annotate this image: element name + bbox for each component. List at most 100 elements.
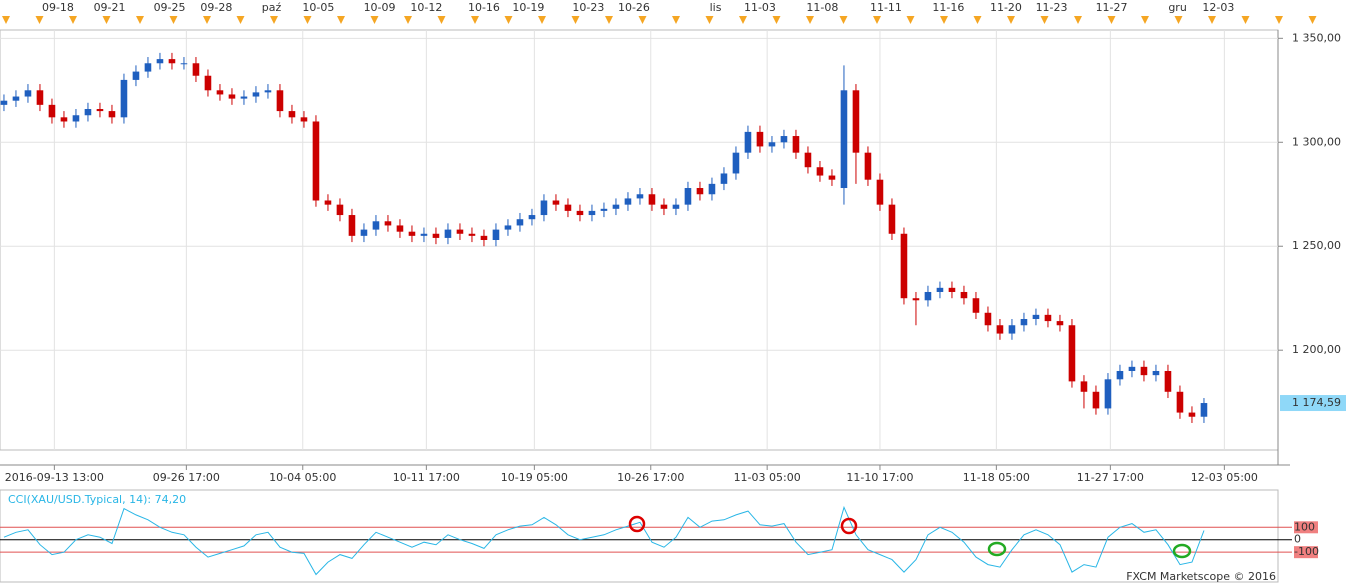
candle-body <box>252 92 260 97</box>
top-marker <box>605 16 613 24</box>
candle-body <box>744 131 752 153</box>
candle-body <box>672 204 680 209</box>
candle-body <box>948 287 956 292</box>
candle-body <box>216 90 224 95</box>
candle-body <box>1152 370 1160 376</box>
last-price-box <box>1280 395 1346 412</box>
x-tick-label: 12-03 05:00 <box>1191 471 1258 484</box>
candle-body <box>984 312 992 326</box>
candle-body <box>864 152 872 180</box>
candle-body <box>408 231 416 236</box>
candle-body <box>516 219 524 226</box>
candle-body <box>144 63 152 72</box>
candle-body <box>1140 366 1148 376</box>
candle-body <box>348 215 356 236</box>
candle-body <box>600 208 608 211</box>
top-marker <box>236 16 245 24</box>
top-date-label: 10-23 <box>572 1 604 14</box>
top-marker <box>102 16 111 24</box>
top-marker <box>973 16 982 24</box>
top-date-label: 10-19 <box>512 1 544 14</box>
top-marker <box>1040 16 1049 24</box>
plot <box>0 52 1208 576</box>
candle-body <box>960 291 968 299</box>
annotation-circle <box>840 517 858 535</box>
x-tick-label: 11-03 05:00 <box>734 471 801 484</box>
candle-body <box>300 117 308 122</box>
top-marker <box>638 16 647 24</box>
candle-body <box>360 229 368 236</box>
candle-body <box>48 104 56 118</box>
candle-body <box>444 229 452 238</box>
candle-body <box>504 225 512 230</box>
candle-body <box>684 188 692 205</box>
top-marker <box>35 16 44 24</box>
candle-body <box>24 90 32 97</box>
top-marker <box>1107 16 1116 24</box>
top-marker <box>873 16 881 24</box>
top-marker <box>270 16 278 24</box>
top-date-label: 10-26 <box>618 1 650 14</box>
top-marker <box>1174 16 1183 24</box>
top-marker <box>2 16 10 24</box>
candle-body <box>936 287 944 292</box>
cci-plot-frame <box>0 489 1279 583</box>
x-tick-label: 10-26 17:00 <box>617 471 684 484</box>
candle-body <box>1164 370 1172 392</box>
cci-title: CCI(XAU/USD.Typical, 14): 74,20 <box>8 493 186 506</box>
candle-body <box>996 325 1004 334</box>
candle-body <box>1056 321 1064 326</box>
candle-body <box>1032 314 1040 320</box>
candle-body <box>312 121 320 201</box>
candle-body <box>96 109 104 112</box>
top-marker <box>538 16 546 24</box>
price-plot-frame <box>0 29 1279 451</box>
candle-body <box>36 90 44 105</box>
top-date-label: 10-12 <box>410 1 442 14</box>
y-tick-box <box>1294 521 1318 534</box>
top-marker <box>906 16 915 24</box>
x-tick-label: 10-11 17:00 <box>393 471 460 484</box>
y-tick-label: 1 200,00 <box>1292 343 1341 356</box>
candle-body <box>924 291 932 301</box>
top-date-label: gru <box>1168 1 1186 14</box>
top-marker <box>370 16 379 24</box>
candle-body <box>540 200 548 216</box>
candle-body <box>1188 412 1196 417</box>
candle-body <box>528 215 536 220</box>
top-marker <box>1208 16 1216 24</box>
candle-body <box>1092 391 1100 409</box>
top-marker <box>69 16 77 24</box>
candle-body <box>240 96 248 99</box>
candle-body <box>420 233 428 236</box>
candle-body <box>564 204 572 211</box>
top-marker <box>337 16 345 24</box>
candle-body <box>804 152 812 168</box>
top-marker <box>504 16 513 24</box>
top-date-label: 10-05 <box>302 1 334 14</box>
y-tick-label: 1 250,00 <box>1292 239 1341 252</box>
x-tick-label: 09-26 17:00 <box>153 471 220 484</box>
candle-body <box>1044 314 1052 322</box>
top-date-label: 11-03 <box>744 1 776 14</box>
candle-body <box>588 210 596 216</box>
candle-body <box>12 96 20 101</box>
candle-body <box>204 75 212 91</box>
candle-body <box>432 233 440 238</box>
top-date-label: 11-16 <box>932 1 964 14</box>
top-marker <box>169 16 178 24</box>
x-tick-label: 11-10 17:00 <box>846 471 913 484</box>
candle-body <box>264 90 272 93</box>
candle-body <box>1104 379 1112 409</box>
candle-body <box>576 210 584 216</box>
candle-body <box>612 204 620 209</box>
top-date-label: 11-08 <box>806 1 838 14</box>
candle-body <box>132 71 140 80</box>
y-tick-label: 1 300,00 <box>1292 135 1341 148</box>
top-date-label: 09-21 <box>94 1 126 14</box>
candle-body <box>60 117 68 122</box>
top-date-label: 10-16 <box>468 1 500 14</box>
candle-body <box>156 59 164 64</box>
annotation-circle <box>1172 543 1192 559</box>
candle-body <box>288 111 296 118</box>
